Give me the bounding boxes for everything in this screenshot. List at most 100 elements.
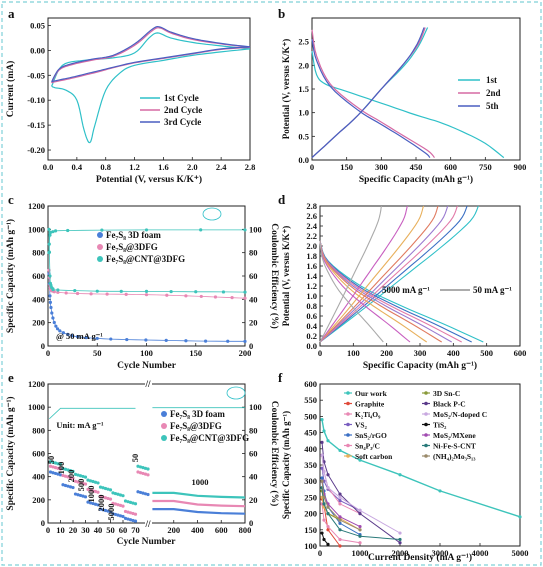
panel-a-x-tick-label: 2.4 [216,162,227,172]
panel-e-series-1-rate-point [83,495,88,499]
panel-f-legend-label: TiS₂ [433,421,447,430]
panel-c-series-2-point [243,296,247,300]
panel-e-rate-label: 5000 [106,504,116,521]
panel-d-y-tick-label: 1.0 [306,291,317,301]
panel-c-series-3-point [47,227,51,231]
panel-e-series-3-rate-point [108,488,113,492]
panel-f-y-tick-label: 450 [304,428,317,438]
panel-f-legend-label: MoS₂/N-doped C [433,410,487,419]
panel-e-y2-tick-label: 100 [249,402,262,412]
panel-b-series-2-discharge [311,29,435,158]
panel-d-y-tick-label: 0.2 [306,331,317,341]
panel-f-series-9-point [326,473,330,477]
panel-f-series-13-point [358,534,362,538]
panel-f-series-13-point [398,537,402,542]
panel-e-series-2-rate-point [143,472,148,476]
panel-e-series-2-rate-point [98,494,103,498]
panel-a-y-tick-label: 0.05 [30,20,45,30]
panel-d-xlabel: Specific Capacity (mAh g⁻¹) [363,360,477,371]
panel-a-y-tick-label: -0.15 [27,120,45,130]
panel-f-series-2-point [326,528,330,532]
panel-c-series-2-point [165,293,169,297]
panel-e-series-3-rate-point [93,480,98,484]
panel-c-series-4-point [47,242,51,246]
panel-c-series-2-point [199,294,203,299]
panel-e-series-1-rate-point [73,492,78,496]
panel-e-series-2-rate-point [126,510,130,514]
panel-a-series-3-anodic [51,25,251,83]
panel-e-y-tick-label: 400 [32,472,45,482]
panel-c-y2-tick-label: 60 [249,271,258,281]
panel-c-series-4-point [66,228,70,233]
panel-b-series-3-discharge [311,39,431,158]
panel-d-series-3-charge [319,205,458,343]
panel-e-series-3-rate-point [133,502,138,506]
panel-c-series-4-point [47,251,51,255]
panel-e-legend-swatch [161,423,167,429]
panel-c-x-tick-label: 150 [189,348,202,358]
panel-d-x-tick-label: 0 [318,348,322,358]
panel-c-x-tick-label: 0 [46,348,50,358]
panel-e-series-1-rate-point [71,485,75,490]
panel-e-series-3-rate-point [123,499,128,503]
panel-f-legend-label: Our work [355,389,388,398]
panel-c-series-1-point [226,339,230,343]
panel-b-y-tick-label: 0.5 [298,131,309,141]
panel-b-legend-label: 1st [486,75,497,85]
panel-e-series-3-rate-point [88,479,93,483]
panel-e-series-2-rate-point [103,496,108,500]
panel-e-break-mark: // [144,519,151,529]
panel-c-series-4-point [100,228,104,232]
panel-b-x-tick-label: 750 [479,162,492,172]
panel-f-ylabel: Specific Capacity (mAh g⁻¹) [281,411,291,519]
panel-e-series-3-rate-point [91,479,95,484]
panel-b-x-tick-label: 0 [310,162,314,172]
panel-f-legend-marker [424,433,428,437]
panel-e-series-3-rate-point [73,472,78,476]
panel-e-series-1-rate-point [138,490,143,495]
panel-e-y2-tick-label: 80 [249,425,258,435]
panel-e-series-2-long [152,499,246,508]
panel-c-series-3-point [169,289,173,294]
panel-c-y-tick-label: 600 [32,271,45,281]
panel-d-y-tick-label: 0.6 [306,311,317,321]
panel-e-series-1-rate-point [88,501,93,505]
panel-f-xlabel: Current Density (mA g⁻¹) [368,552,472,563]
panel-e-series-1-rate-point [78,493,83,498]
panel-f-legend-label: Black P-C [433,400,466,409]
panel-c-series-1-point [144,338,148,342]
panel-e-series-1-rate-point [106,509,110,513]
panel-e-series-3-rate-point [83,475,88,479]
panel-e-series-2-rate-point [73,479,78,483]
panel-c-series-1-point [48,294,52,298]
panel-e-series-3-rate-point [143,466,148,470]
panel-e-series-3-rate-point [61,466,65,471]
panel-c-series-2-point [213,295,218,299]
panel-e-series-1-rate-point [58,473,63,477]
panel-e-series-2-rate-point [106,496,110,501]
panel-a-axes [47,17,251,161]
panel-e-series-2-rate-point [128,511,133,515]
panel-d-y-tick-label: 0.4 [306,321,317,331]
panel-e-series-1-long [152,508,246,515]
panel-e-legend-label: Fe₇S₈@3DFG [170,421,222,431]
panel-d-series-7-discharge [319,240,411,343]
panel-f-legend-label: (NH₄)₂Mo₃S₁₃ [433,452,476,461]
panel-a-legend-label: 2nd Cycle [164,105,202,115]
panel-c-series-3-point [194,290,198,294]
panel-e-series-1-rate-point [81,494,85,498]
panel-f-series-9-point [338,492,342,496]
panel-e-y2-tick-label: 40 [249,472,258,482]
panel-a-y-tick-label: 0.00 [30,45,45,55]
panel-e-series-1-rate-point [118,514,123,518]
panel-e-series-1-rate-point [108,510,113,514]
panel-b-y-tick-label: 2.0 [298,60,309,70]
panel-f-legend-label: MoS₂/MXene [433,431,476,440]
panel-f-y-tick-label: 550 [304,395,317,405]
panel-b-x-tick-label: 900 [514,162,527,172]
panel-c-y2-tick-label: 20 [249,318,258,328]
panel-f-y-tick-label: 400 [304,444,317,454]
panel-e-series-2-rate-point [133,512,138,516]
panel-f-series-3-point [322,518,326,522]
